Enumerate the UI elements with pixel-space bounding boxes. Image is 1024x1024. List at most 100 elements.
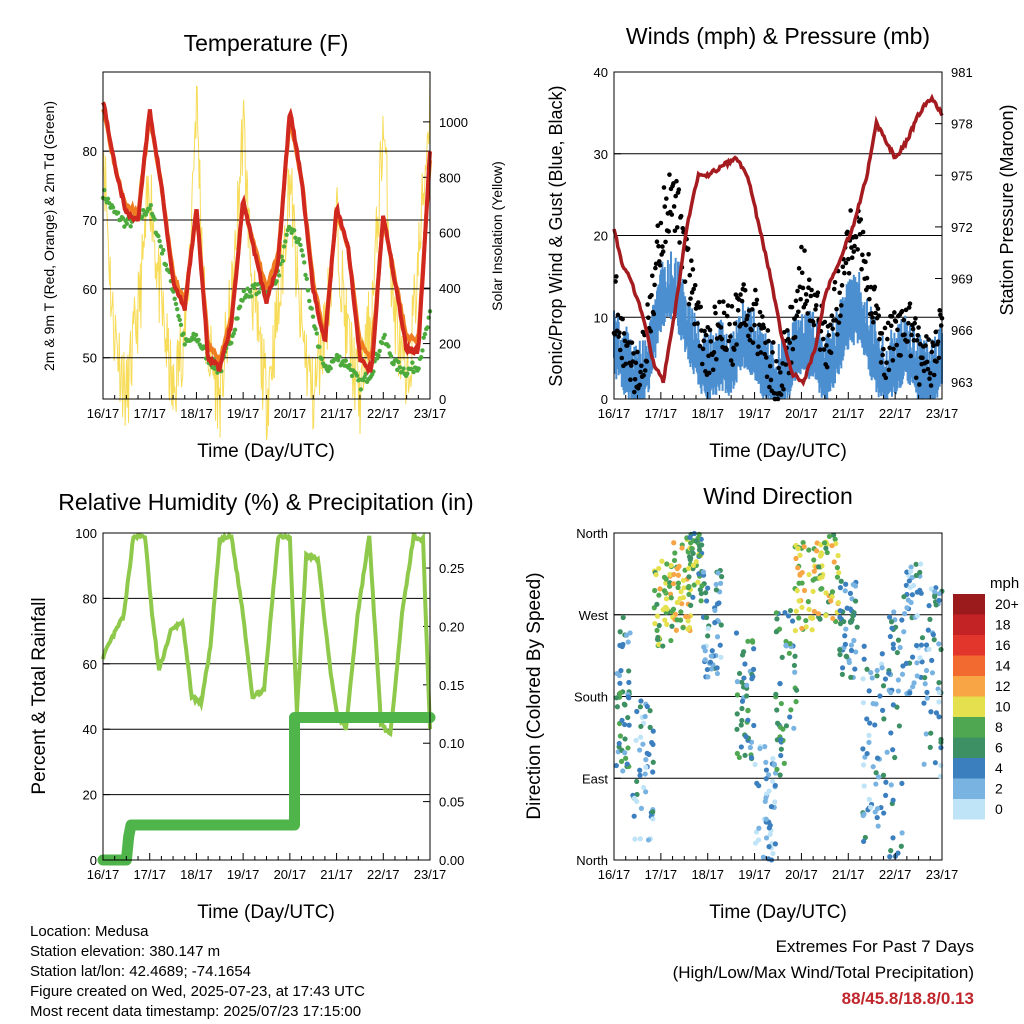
wind-direction-point [923, 667, 930, 674]
wind-gust-point [768, 377, 774, 383]
dewpoint-point [304, 276, 309, 282]
wind-gust-point [616, 334, 621, 339]
wind-gust-point [730, 362, 736, 367]
wind-direction-point [817, 616, 823, 622]
wind-gust-point [837, 290, 842, 296]
wind-direction-point [626, 668, 632, 674]
wind-gust-point [699, 361, 705, 367]
wind-direction-point [696, 543, 703, 549]
wind-direction-point [823, 590, 829, 596]
dewpoint-point [157, 238, 162, 244]
wind-direction-point [913, 561, 919, 567]
wind-direction-point [898, 843, 904, 849]
wind-gust-point [689, 258, 694, 263]
wind-direction-point [773, 629, 779, 635]
wind-direction-point [860, 676, 866, 682]
wind-direction-point [899, 830, 905, 836]
wind-direction-point [892, 754, 898, 761]
wind-direction-point [736, 754, 742, 761]
wind-gust-point [796, 266, 802, 271]
wind-gust-point [789, 304, 795, 310]
wind-gust-point [887, 345, 892, 351]
wind-direction-point [743, 734, 749, 740]
wind-direction-point [641, 784, 647, 791]
wind-direction-point [770, 850, 776, 857]
wind-gust-point [658, 220, 664, 226]
wind-gust-point [906, 305, 912, 310]
rh-x-tick-label: 16/17 [87, 867, 120, 882]
wind-y-tick-label: 0 [601, 392, 608, 407]
wind-gust-point [885, 336, 890, 342]
wind-gust-point [898, 353, 903, 358]
wind-direction-point [851, 637, 857, 644]
wind-gust-point [731, 347, 737, 352]
wind-direction-point [647, 708, 653, 714]
wind-direction-point [672, 550, 678, 556]
wind-direction-point [842, 633, 848, 639]
wind-gust-point [779, 383, 785, 389]
wind-gust-point [905, 339, 910, 344]
wind-direction-point [938, 762, 944, 768]
wind-direction-point [705, 674, 711, 680]
wind-y-tick-label: 20 [594, 229, 608, 244]
wind-direction-point [716, 600, 722, 606]
wind-direction-point [679, 601, 685, 607]
dewpoint-point [421, 335, 426, 340]
wind-direction-point [811, 568, 817, 574]
wind-gust-point [651, 311, 657, 317]
dewpoint-point [420, 348, 425, 353]
wind-gust-point [936, 355, 942, 361]
wind-direction-point [854, 624, 860, 630]
wind-gust-point [860, 252, 865, 258]
wind-direction-point [799, 569, 805, 576]
wind-direction-point [718, 580, 724, 586]
wind-gust-point [713, 310, 718, 316]
wind-direction-point [773, 610, 779, 616]
precip-y2-tick-label: 0.20 [439, 619, 464, 634]
wind-gust-point [864, 275, 870, 281]
wind-direction-point [714, 634, 721, 640]
dir-y-tick-label: South [574, 690, 608, 705]
wind-direction-panel: Wind Direction NorthEastSouthWestNorth16… [524, 483, 1019, 923]
wind-gust-point [849, 255, 855, 261]
wind-direction-point [833, 541, 839, 547]
wind-direction-point [860, 762, 867, 768]
dewpoint-point [158, 244, 164, 249]
wind-gust-point [913, 375, 919, 381]
wind-direction-point [867, 720, 873, 726]
wind-direction-point [880, 683, 887, 689]
wind-direction-point [895, 637, 902, 643]
dewpoint-point [276, 273, 282, 278]
wind-direction-point [817, 553, 824, 559]
wind-gust-point [672, 228, 678, 234]
wind-direction-point [638, 698, 644, 704]
wind-direction-point [762, 744, 768, 750]
wind-direction-point [613, 762, 619, 769]
wind-gust-point [842, 270, 847, 276]
wind-direction-point [843, 626, 849, 632]
wind-gust-point [855, 247, 860, 252]
wind-direction-point [895, 688, 901, 694]
wind-direction-point [745, 638, 751, 644]
rh-x-title: Time (Day/UTC) [197, 902, 335, 923]
wind-direction-point [771, 761, 777, 767]
wind-gust-point [838, 313, 843, 319]
wind-gust-point [783, 362, 789, 367]
wind-direction-point [914, 613, 920, 619]
rh-x-tick-label: 19/17 [227, 867, 260, 882]
wind-direction-point [742, 661, 748, 667]
wind-direction-point [763, 816, 769, 822]
wind-direction-point [866, 688, 872, 694]
wind-gust-point [877, 336, 882, 342]
dewpoint-point [418, 355, 424, 360]
wind-gust-point [621, 331, 627, 336]
wind-direction-point [625, 714, 631, 721]
wind-gust-point [728, 334, 733, 339]
wind-direction-point [772, 782, 778, 789]
wind-direction-point [655, 634, 661, 641]
wind-direction-point [763, 795, 769, 801]
wind-direction-point [829, 594, 835, 600]
wind-direction-point [745, 708, 751, 714]
wind-direction-point [622, 736, 628, 742]
